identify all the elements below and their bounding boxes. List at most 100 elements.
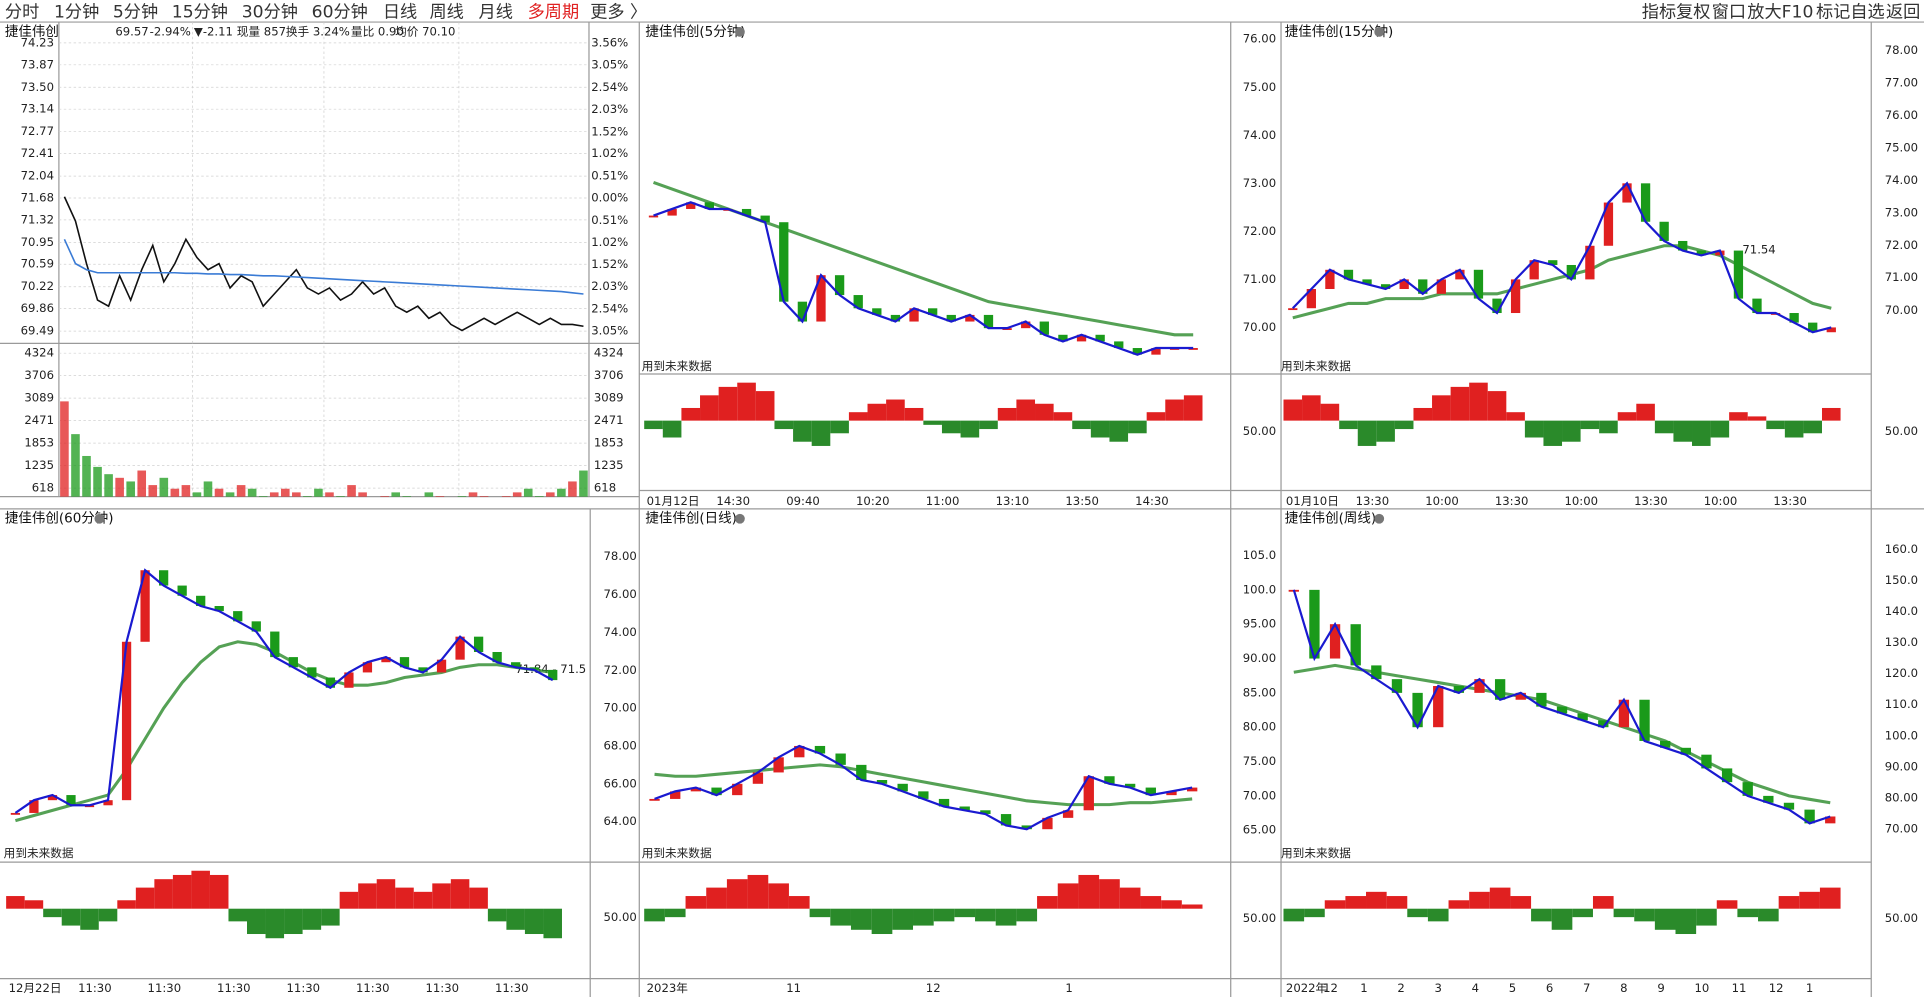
period-tab[interactable]: 5分钟 (113, 2, 158, 22)
period-tab[interactable]: 周线 (429, 2, 463, 22)
osc-bar (1758, 908, 1779, 922)
volume-bar (457, 496, 467, 497)
volume-bar (148, 485, 158, 497)
osc-bar (1543, 420, 1563, 446)
candle (835, 753, 846, 765)
tool-button[interactable]: 指标 (1642, 2, 1676, 22)
volume-tick-label: 1235 (24, 458, 54, 472)
title-menu-icon[interactable] (94, 513, 105, 524)
period-tab[interactable]: 分时 (5, 2, 39, 22)
period-tab[interactable]: 日线 (383, 2, 417, 22)
period-tab[interactable]: 60分钟 (312, 2, 368, 22)
title-menu-icon[interactable] (734, 26, 745, 37)
x-tick-label: 8 (1620, 981, 1627, 995)
y-tick-label: 71.00 (1243, 272, 1276, 286)
candle (1418, 279, 1428, 294)
osc-bar (1304, 908, 1325, 918)
candle (1095, 334, 1105, 342)
tool-button[interactable]: 自选 (1850, 2, 1884, 22)
volume-bar (468, 492, 478, 497)
y-tick-label: 78.00 (603, 549, 636, 563)
y-tick-label: 100.0 (1243, 582, 1276, 596)
percent-tick-label: 1.02% (591, 146, 628, 160)
close-line (654, 744, 1193, 831)
osc-bar (1710, 420, 1730, 438)
candle (455, 636, 465, 660)
volume-bar (137, 470, 147, 497)
osc-bar (1181, 904, 1203, 909)
panel-title: 捷佳伟创(5分钟) (645, 23, 745, 40)
price-tick-label: 69.49 (21, 324, 54, 338)
period-tab[interactable]: 1分钟 (54, 2, 99, 22)
osc-bar (979, 420, 998, 430)
tool-button[interactable]: 复权 (1676, 2, 1710, 22)
candle (251, 621, 261, 632)
volume-bar (236, 485, 246, 497)
osc-bar (1636, 403, 1655, 421)
osc-bar (664, 908, 686, 918)
x-tick-label: 11:30 (78, 981, 112, 995)
title-menu-icon[interactable] (734, 513, 745, 524)
volume-bar (126, 481, 135, 497)
osc-bar (1345, 896, 1367, 909)
x-tick-label: 12 (1769, 981, 1784, 995)
candle (1825, 816, 1836, 824)
candle (196, 595, 206, 607)
volume-bar (292, 492, 301, 497)
y-tick-label: 64.00 (603, 814, 636, 828)
osc-tick-label: 50.00 (1885, 424, 1918, 438)
osc-bar (718, 386, 738, 421)
title-menu-icon[interactable] (1374, 513, 1385, 524)
candle (140, 570, 150, 642)
osc-bar (1799, 891, 1820, 909)
osc-bar (1339, 420, 1358, 430)
candle (649, 798, 660, 801)
y-tick-label: 70.00 (603, 701, 636, 715)
candle (918, 791, 929, 799)
x-tick-label: 14:30 (1135, 494, 1169, 508)
candle (876, 780, 888, 784)
candle (307, 667, 317, 678)
osc-bar (941, 420, 961, 434)
x-tick-label: 11 (786, 981, 801, 995)
osc-bar (228, 908, 248, 922)
tool-button[interactable]: F10 (1782, 2, 1814, 22)
candle (473, 636, 484, 652)
y-tick-label: 90.00 (1243, 651, 1276, 665)
candle (834, 275, 845, 296)
candle (1453, 686, 1465, 693)
osc-bar (830, 908, 851, 926)
candle (436, 659, 447, 673)
osc-bar (339, 891, 359, 909)
candle (890, 314, 901, 322)
x-tick-label: 3 (1434, 981, 1441, 995)
tool-button[interactable]: 返回 (1886, 2, 1920, 22)
volume-bar (501, 496, 511, 497)
price-tick-label: 71.68 (21, 190, 54, 204)
period-tab[interactable]: 多周期 (528, 2, 579, 22)
tool-button[interactable]: 放大 (1747, 2, 1781, 22)
ma-line (14, 640, 553, 823)
candle (399, 657, 410, 668)
osc-bar (850, 908, 872, 930)
period-tab[interactable]: 更多 〉 (590, 2, 647, 22)
candle (704, 202, 714, 209)
y-tick-label: 75.00 (1243, 80, 1276, 94)
period-tab[interactable]: 15分钟 (172, 2, 228, 22)
candle (1455, 269, 1465, 280)
x-tick-label: 10:20 (856, 494, 890, 508)
tool-button[interactable]: 标记 (1816, 2, 1850, 22)
volume-bar (424, 492, 434, 497)
osc-bar (995, 908, 1017, 926)
y-tick-label: 95.00 (1243, 617, 1276, 631)
period-tab[interactable]: 月线 (479, 2, 513, 22)
y2-tick-label: 110.0 (1885, 697, 1918, 711)
tool-button[interactable]: 窗口 (1712, 2, 1746, 22)
candle (418, 667, 428, 673)
candle (1371, 665, 1382, 680)
period-tab[interactable]: 30分钟 (242, 2, 298, 22)
title-menu-icon[interactable] (1374, 26, 1385, 37)
osc-bar (432, 883, 451, 909)
candle (760, 215, 770, 223)
osc-bar (1078, 874, 1100, 909)
